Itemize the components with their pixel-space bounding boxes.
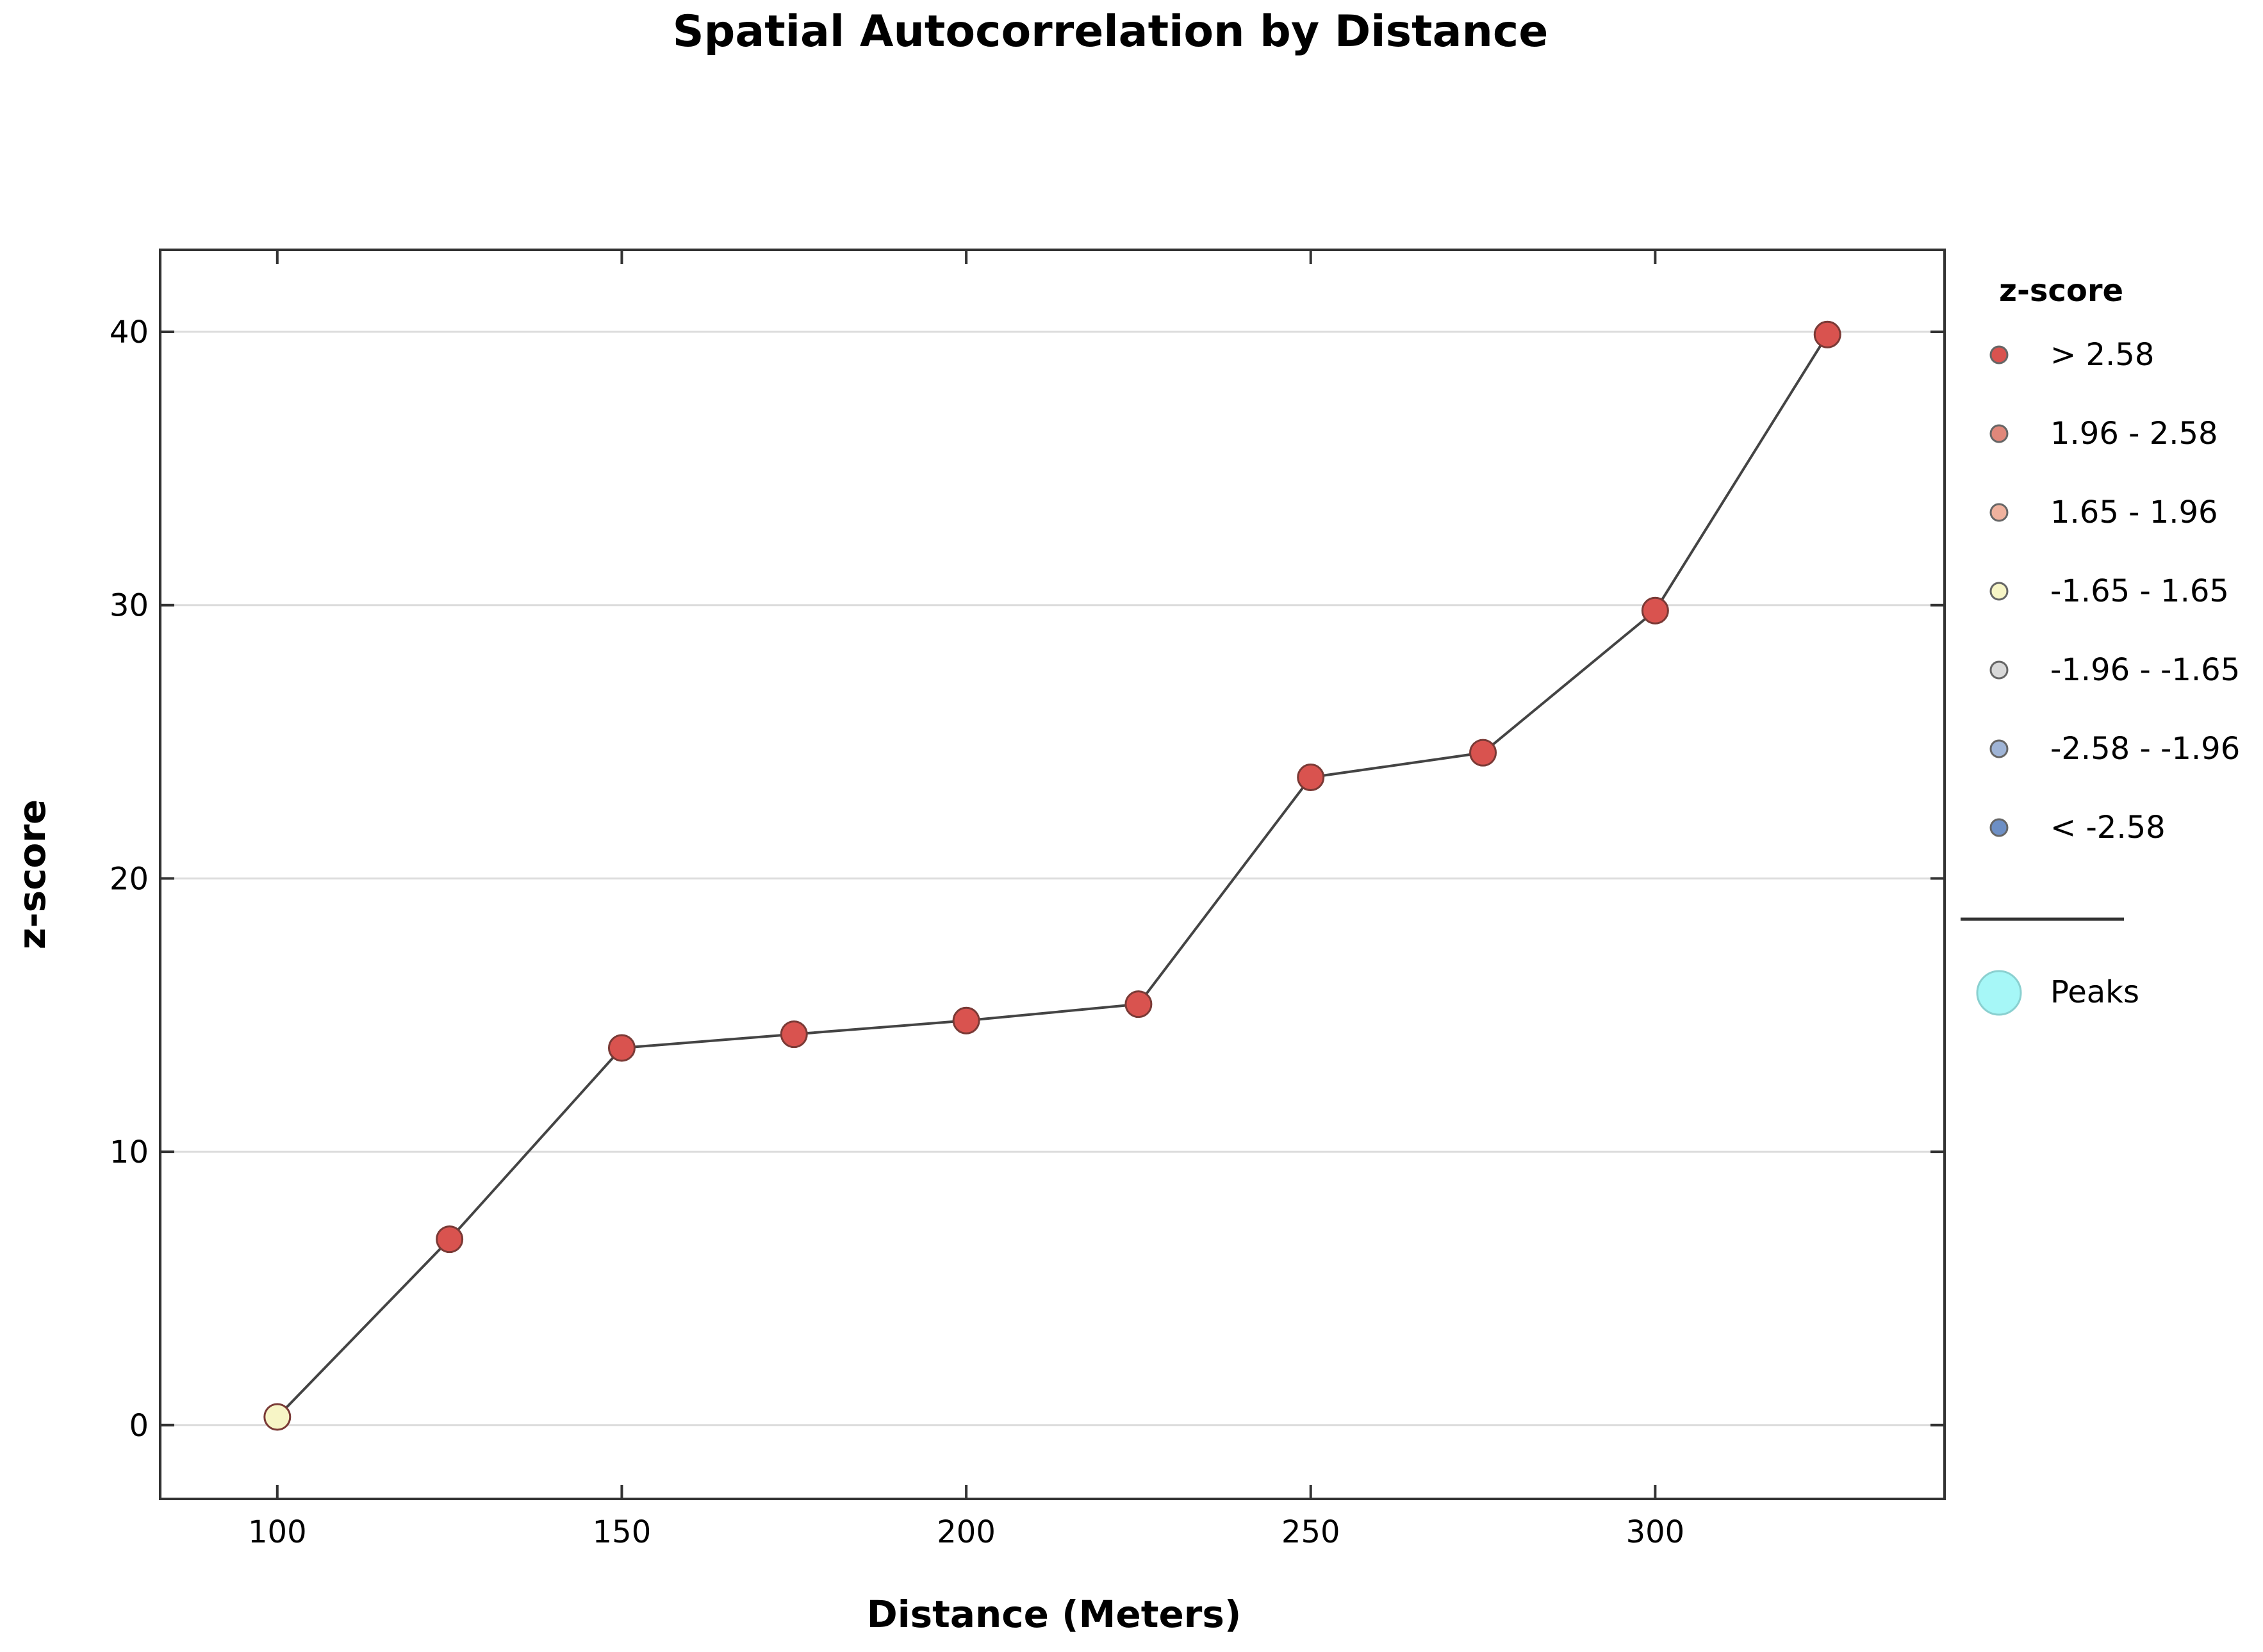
legend-marker-0 — [1989, 345, 2009, 364]
chart-title: Spatial Autocorrelation by Distance — [673, 6, 1549, 57]
data-point-300 — [1641, 596, 1669, 625]
legend-peaks-marker — [1976, 970, 2022, 1016]
legend-peaks-label: Peaks — [2050, 974, 2139, 1010]
legend-label-3: -1.65 - 1.65 — [2050, 573, 2229, 609]
data-point-275 — [1469, 739, 1497, 767]
x-tick-label-250: 250 — [1281, 1514, 1340, 1550]
y-tick-label-0: 0 — [129, 1408, 149, 1444]
legend-marker-6 — [1989, 818, 2009, 837]
data-point-175 — [780, 1020, 808, 1049]
data-point-100 — [263, 1403, 292, 1431]
legend-marker-4 — [1989, 660, 2009, 680]
legend-label-6: < -2.58 — [2050, 810, 2166, 846]
x-tick-label-150: 150 — [593, 1514, 652, 1550]
data-point-225 — [1124, 990, 1153, 1018]
data-point-125 — [436, 1225, 464, 1254]
data-point-250 — [1297, 764, 1325, 792]
legend-marker-2 — [1989, 503, 2009, 522]
legend-label-4: -1.96 - -1.65 — [2050, 652, 2240, 688]
y-tick-label-20: 20 — [110, 861, 149, 897]
legend: z-score > 2.58 1.96 - 2.58 1.65 - 1.96 -1.6… — [1961, 273, 2240, 1016]
plot-area: 0 10 20 30 40 100 150 200 250 300 — [110, 249, 1946, 1550]
y-axis-label: z-score — [10, 799, 54, 950]
data-point-200 — [952, 1006, 980, 1035]
legend-label-5: -2.58 - -1.96 — [2050, 731, 2240, 767]
legend-marker-3 — [1989, 582, 2009, 601]
legend-label-0: > 2.58 — [2050, 337, 2154, 373]
series-line — [276, 334, 1829, 1418]
legend-label-2: 1.65 - 1.96 — [2050, 495, 2218, 530]
legend-label-1: 1.96 - 2.58 — [2050, 416, 2218, 452]
legend-marker-5 — [1989, 739, 2009, 758]
y-tick-label-40: 40 — [110, 315, 149, 350]
x-axis-label: Distance (Meters) — [867, 1592, 1242, 1636]
legend-marker-1 — [1989, 424, 2009, 443]
x-tick-label-300: 300 — [1626, 1514, 1685, 1550]
plot-frame — [159, 249, 1946, 1500]
x-tick-label-100: 100 — [248, 1514, 307, 1550]
data-point-325 — [1813, 320, 1841, 348]
data-point-150 — [607, 1034, 636, 1062]
y-tick-label-10: 10 — [110, 1134, 149, 1170]
legend-title: z-score — [1999, 273, 2123, 309]
y-tick-label-30: 30 — [110, 588, 149, 624]
x-tick-label-200: 200 — [937, 1514, 996, 1550]
